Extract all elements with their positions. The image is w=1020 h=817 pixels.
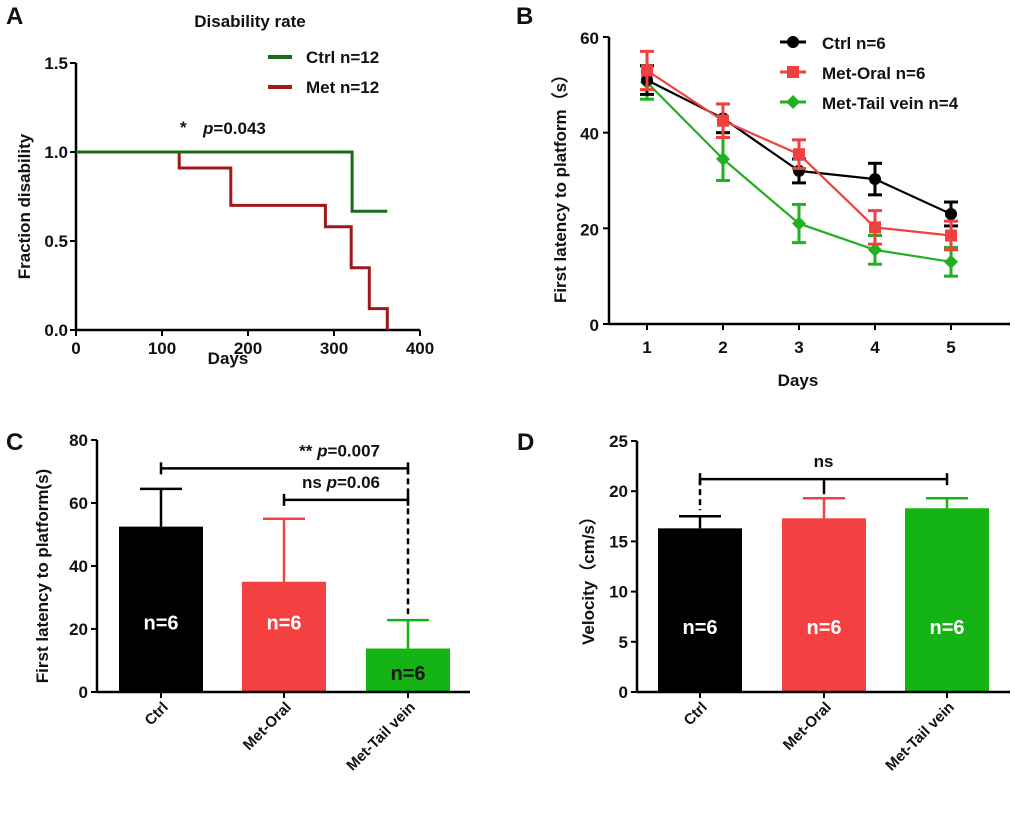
data-point — [717, 114, 729, 127]
bar-label: n=6 — [390, 663, 425, 685]
bar-label: n=6 — [143, 613, 178, 635]
data-point — [792, 216, 806, 231]
y-tick-label: 20 — [580, 220, 599, 239]
chart-title: Disability rate — [194, 12, 306, 31]
legend-label: Ctrl n=12 — [306, 48, 379, 67]
x-tick-label: 2 — [718, 338, 727, 357]
y-axis-title: First latency to platform(s) — [33, 469, 52, 683]
y-tick-label: 1.5 — [44, 54, 68, 73]
y-tick-label: 80 — [69, 431, 88, 450]
x-tick-label: 100 — [148, 339, 176, 358]
y-tick-label: 0 — [619, 683, 628, 702]
data-point — [869, 221, 881, 234]
bar-met-oral — [782, 518, 866, 692]
data-point — [945, 229, 957, 242]
y-tick-label: 20 — [609, 482, 628, 501]
x-tick-label: Ctrl — [681, 699, 711, 729]
significance-label: ns p=0.06 — [302, 473, 380, 492]
y-tick-label: 60 — [69, 494, 88, 513]
bar-label: n=6 — [806, 617, 841, 639]
y-tick-label: 0.0 — [44, 321, 68, 340]
panel-label-D: D — [517, 429, 534, 456]
y-axis-title: Fraction disability — [15, 133, 34, 279]
legend-marker — [786, 95, 800, 109]
panel-b: B 1 2 3 4 5 0 20 40 60 Days First latency to platfo… — [516, 3, 1010, 390]
bar-met-tail-vein — [905, 508, 989, 692]
data-point — [869, 173, 881, 186]
y-axis-title: First latency to platform（s） — [550, 66, 570, 303]
panel-a: A Disability rate 0 100 200 300 400 0.0 0.5 1.0 1.… — [6, 3, 434, 368]
data-point — [945, 207, 957, 220]
p-value-annotation: p=0.043 — [202, 119, 266, 138]
y-tick-label: 5 — [619, 633, 628, 652]
significance-star: * — [180, 118, 187, 137]
x-tick-label: 5 — [946, 338, 955, 357]
legend-label: Met-Tail vein n=4 — [822, 94, 959, 113]
x-axis-title: Days — [778, 371, 819, 390]
panel-label-A: A — [6, 3, 23, 30]
x-tick-label: Met-Oral — [240, 699, 295, 754]
bar-label: n=6 — [266, 613, 301, 635]
bar-label: n=6 — [682, 617, 717, 639]
x-tick-label: 3 — [794, 338, 803, 357]
y-tick-label: 15 — [609, 532, 628, 551]
y-tick-label: 10 — [609, 583, 628, 602]
x-tick-label: 4 — [870, 338, 880, 357]
x-tick-label: 200 — [234, 339, 262, 358]
x-tick-label: Met-Tail vein — [343, 699, 418, 774]
y-tick-label: 20 — [69, 620, 88, 639]
data-point — [641, 64, 653, 77]
x-tick-label: Ctrl — [142, 699, 172, 729]
legend-label: Met-Oral n=6 — [822, 64, 925, 83]
bar-ctrl — [658, 528, 742, 692]
bar-met-tail-vein — [366, 648, 450, 692]
legend-label: Ctrl n=6 — [822, 34, 886, 53]
bar-label: n=6 — [929, 617, 964, 639]
series-line-ctrl — [76, 150, 388, 213]
series-line-met — [76, 150, 389, 330]
x-tick-label: Met-Oral — [780, 699, 835, 754]
y-tick-label: 60 — [580, 29, 599, 48]
data-point — [716, 151, 730, 166]
y-tick-label: 40 — [69, 557, 88, 576]
panel-label-C: C — [6, 429, 23, 456]
panel-label-B: B — [516, 3, 533, 30]
data-point — [793, 148, 805, 161]
y-tick-label: 40 — [580, 125, 599, 144]
significance-label: ** p=0.007 — [299, 441, 380, 460]
legend-marker — [787, 36, 799, 48]
bar-met-oral — [242, 581, 326, 692]
legend-label: Met n=12 — [306, 78, 379, 97]
y-tick-label: 0.5 — [44, 232, 68, 251]
x-tick-label: 300 — [320, 339, 348, 358]
x-tick-label: 1 — [642, 338, 651, 357]
x-axis-title: Days — [208, 349, 249, 368]
data-point — [944, 254, 958, 269]
x-tick-label: 0 — [71, 339, 80, 358]
data-point — [868, 242, 882, 257]
significance-label: ns — [814, 452, 834, 471]
y-tick-label: 25 — [609, 432, 628, 451]
legend-marker — [787, 66, 799, 78]
x-tick-label: Met-Tail vein — [882, 699, 957, 774]
bar-ctrl — [119, 526, 203, 692]
y-tick-label: 0 — [79, 683, 88, 702]
y-axis-title: Velocity（cm/s） — [578, 508, 598, 645]
x-tick-label: 400 — [406, 339, 434, 358]
y-tick-label: 0 — [590, 316, 599, 335]
panel-d: Dn=6 Ctrl n=6 Met-Oral n=6 Met-Tail vein 0 5 10 1… — [517, 429, 1010, 774]
panel-c: Cn=6 Ctrl n=6 Met-Oral n=6 Met-Tail vein 0 20 40… — [6, 429, 470, 774]
y-tick-label: 1.0 — [44, 143, 68, 162]
